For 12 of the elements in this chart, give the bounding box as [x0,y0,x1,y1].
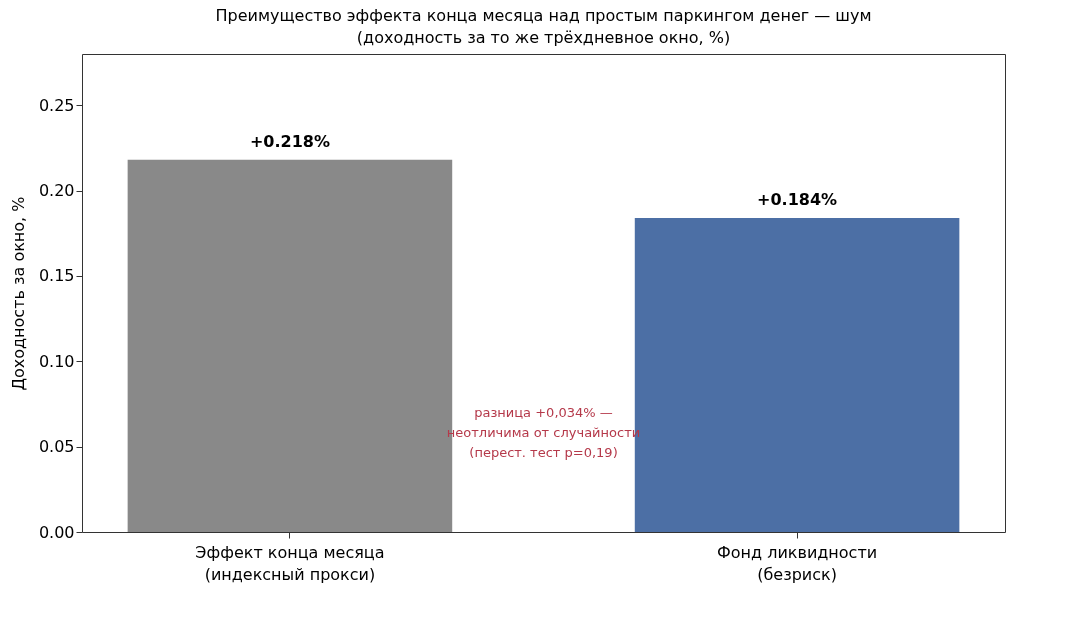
y-tick-label: 0.00 [38,522,75,542]
data-label: +0.218% [249,131,330,151]
x-tick-label: Эффект конца месяца (индексный прокси) [195,542,385,584]
y-tick-label: 0.25 [38,95,75,115]
y-axis-title: Доходность за окно, % [8,196,28,391]
x-tick-label: Фонд ликвидности (безриск) [717,542,878,584]
y-tick-label: 0.20 [38,181,75,201]
y-tick-label: 0.15 [38,266,75,286]
y-tick-label: 0.05 [38,437,75,457]
data-label: +0.184% [757,189,838,209]
chart-title: Преимущество эффекта конца месяца над простым паркингом денег — шум (доходность за то же трёхдневное окно, %) [215,6,872,47]
y-tick-label: 0.10 [38,351,75,371]
